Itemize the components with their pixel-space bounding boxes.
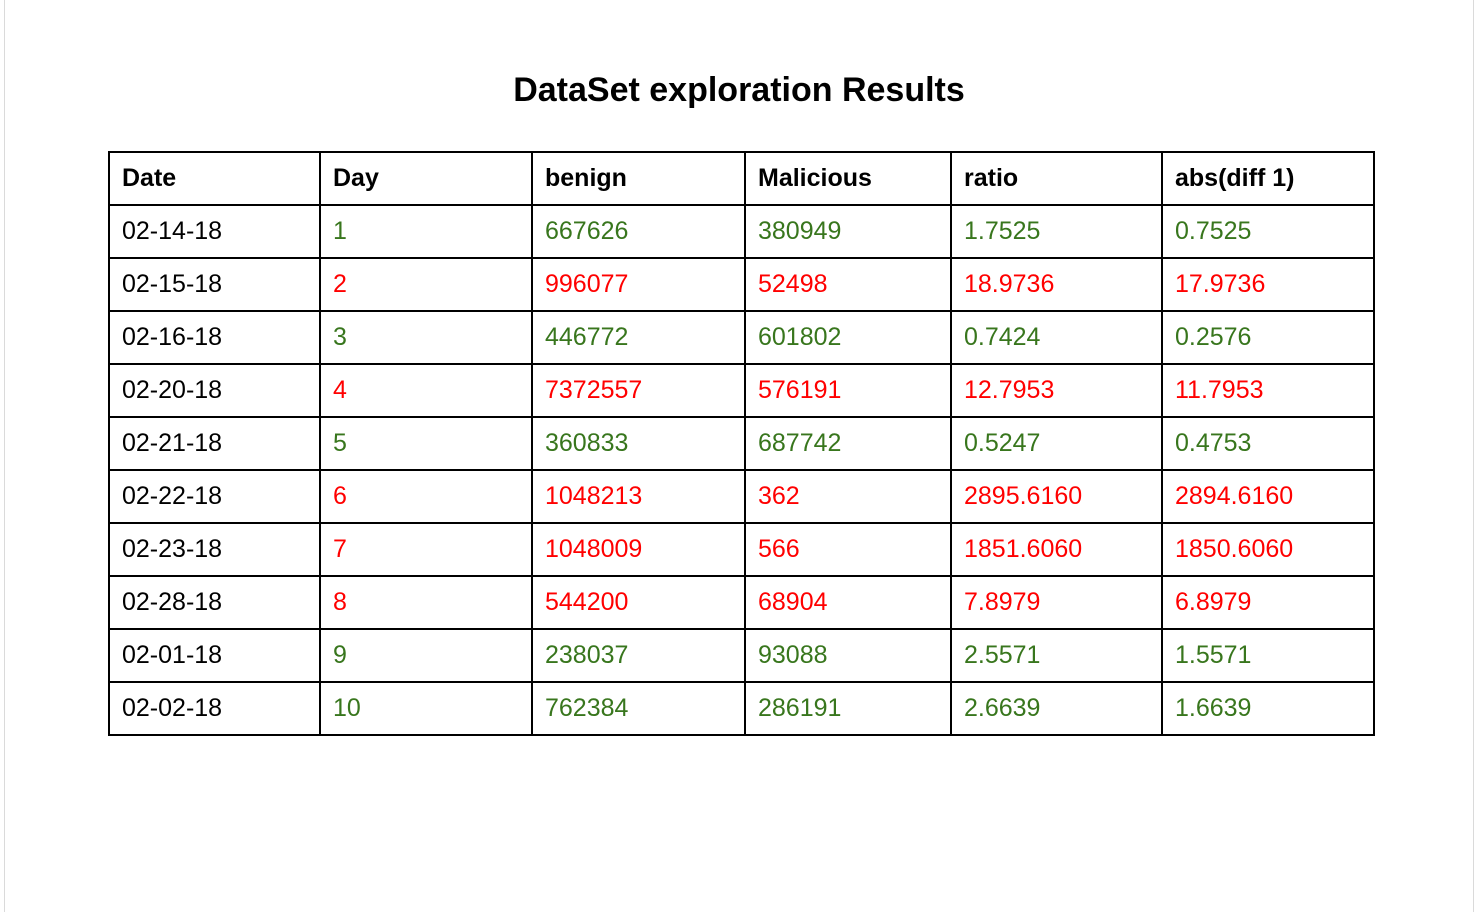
- cell-date: 02-21-18: [108, 416, 321, 471]
- cell-ratio: 2.6639: [950, 681, 1163, 736]
- column-header-malicious: Malicious: [744, 151, 952, 206]
- cell-date: 02-20-18: [108, 363, 321, 418]
- cell-benign: 238037: [531, 628, 746, 683]
- cell-day: 3: [319, 310, 533, 365]
- cell-abs-diff: 1.6639: [1161, 681, 1375, 736]
- results-table: Date Day benign Malicious ratio abs(diff 1) 0…: [108, 151, 1375, 736]
- cell-date: 02-23-18: [108, 522, 321, 577]
- table-row: 02-01-18 9 238037 93088 2.5571 1.5571: [108, 628, 1375, 683]
- cell-benign: 7372557: [531, 363, 746, 418]
- table-row: 02-23-18 7 1048009 566 1851.6060 1850.6060: [108, 522, 1375, 577]
- cell-day: 1: [319, 204, 533, 259]
- cell-benign: 446772: [531, 310, 746, 365]
- cell-malicious: 576191: [744, 363, 952, 418]
- cell-ratio: 0.7424: [950, 310, 1163, 365]
- cell-malicious: 93088: [744, 628, 952, 683]
- cell-date: 02-15-18: [108, 257, 321, 312]
- table-row: 02-15-18 2 996077 52498 18.9736 17.9736: [108, 257, 1375, 312]
- cell-date: 02-01-18: [108, 628, 321, 683]
- cell-benign: 544200: [531, 575, 746, 630]
- table-row: 02-02-18 10 762384 286191 2.6639 1.6639: [108, 681, 1375, 736]
- cell-ratio: 7.8979: [950, 575, 1163, 630]
- cell-abs-diff: 1850.6060: [1161, 522, 1375, 577]
- table-header-row: Date Day benign Malicious ratio abs(diff 1): [108, 151, 1375, 206]
- cell-ratio: 2.5571: [950, 628, 1163, 683]
- cell-abs-diff: 17.9736: [1161, 257, 1375, 312]
- cell-day: 7: [319, 522, 533, 577]
- cell-malicious: 687742: [744, 416, 952, 471]
- cell-day: 5: [319, 416, 533, 471]
- cell-day: 6: [319, 469, 533, 524]
- cell-date: 02-02-18: [108, 681, 321, 736]
- table-body: 02-14-18 1 667626 380949 1.7525 0.7525 02-15-1…: [108, 204, 1375, 736]
- table-row: 02-20-18 4 7372557 576191 12.7953 11.7953: [108, 363, 1375, 418]
- cell-malicious: 566: [744, 522, 952, 577]
- cell-malicious: 601802: [744, 310, 952, 365]
- cell-date: 02-16-18: [108, 310, 321, 365]
- cell-day: 10: [319, 681, 533, 736]
- cell-benign: 996077: [531, 257, 746, 312]
- cell-abs-diff: 2894.6160: [1161, 469, 1375, 524]
- cell-date: 02-28-18: [108, 575, 321, 630]
- cell-benign: 1048213: [531, 469, 746, 524]
- cell-malicious: 68904: [744, 575, 952, 630]
- cell-ratio: 2895.6160: [950, 469, 1163, 524]
- column-header-ratio: ratio: [950, 151, 1163, 206]
- cell-abs-diff: 1.5571: [1161, 628, 1375, 683]
- column-header-benign: benign: [531, 151, 746, 206]
- cell-benign: 1048009: [531, 522, 746, 577]
- cell-ratio: 0.5247: [950, 416, 1163, 471]
- cell-abs-diff: 0.7525: [1161, 204, 1375, 259]
- column-header-abs-diff: abs(diff 1): [1161, 151, 1375, 206]
- table-row: 02-16-18 3 446772 601802 0.7424 0.2576: [108, 310, 1375, 365]
- cell-benign: 360833: [531, 416, 746, 471]
- page-title: DataSet exploration Results: [513, 71, 965, 109]
- cell-abs-diff: 0.4753: [1161, 416, 1375, 471]
- cell-ratio: 12.7953: [950, 363, 1163, 418]
- cell-day: 4: [319, 363, 533, 418]
- cell-day: 9: [319, 628, 533, 683]
- cell-day: 8: [319, 575, 533, 630]
- cell-benign: 762384: [531, 681, 746, 736]
- column-header-day: Day: [319, 151, 533, 206]
- cell-day: 2: [319, 257, 533, 312]
- cell-ratio: 1.7525: [950, 204, 1163, 259]
- cell-ratio: 18.9736: [950, 257, 1163, 312]
- cell-malicious: 286191: [744, 681, 952, 736]
- cell-abs-diff: 11.7953: [1161, 363, 1375, 418]
- cell-date: 02-14-18: [108, 204, 321, 259]
- table-row: 02-28-18 8 544200 68904 7.8979 6.8979: [108, 575, 1375, 630]
- cell-ratio: 1851.6060: [950, 522, 1163, 577]
- cell-malicious: 52498: [744, 257, 952, 312]
- table-row: 02-21-18 5 360833 687742 0.5247 0.4753: [108, 416, 1375, 471]
- cell-abs-diff: 0.2576: [1161, 310, 1375, 365]
- table-row: 02-14-18 1 667626 380949 1.7525 0.7525: [108, 204, 1375, 259]
- cell-malicious: 380949: [744, 204, 952, 259]
- table-row: 02-22-18 6 1048213 362 2895.6160 2894.6160: [108, 469, 1375, 524]
- cell-benign: 667626: [531, 204, 746, 259]
- cell-malicious: 362: [744, 469, 952, 524]
- cell-abs-diff: 6.8979: [1161, 575, 1375, 630]
- cell-date: 02-22-18: [108, 469, 321, 524]
- column-header-date: Date: [108, 151, 321, 206]
